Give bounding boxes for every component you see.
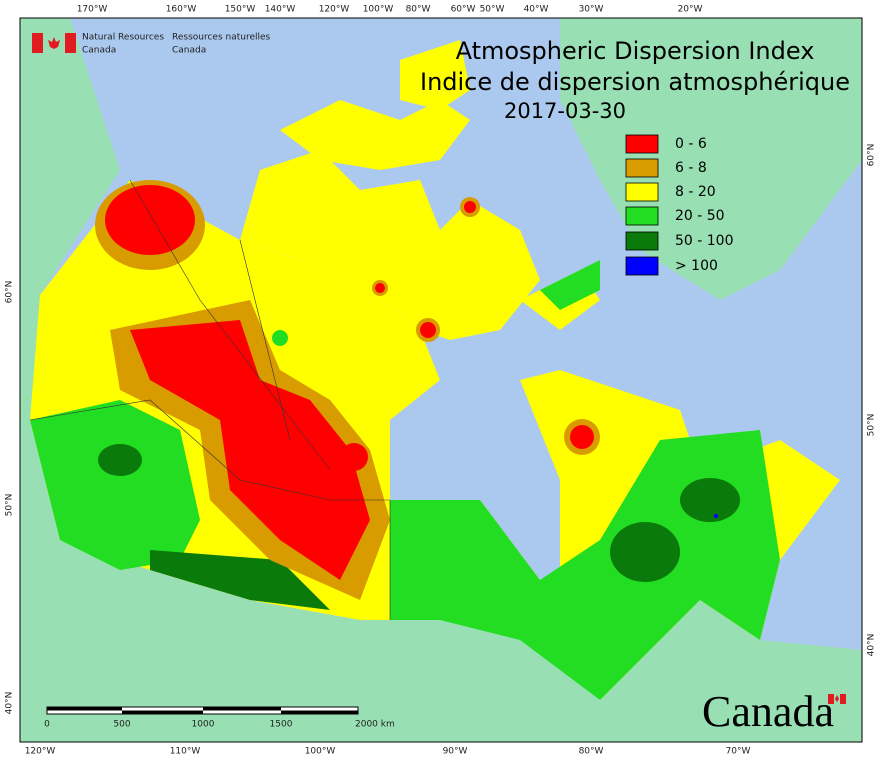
scale-label: 500 bbox=[113, 720, 130, 730]
legend-label: > 100 bbox=[675, 258, 718, 274]
legend-label: 0 - 6 bbox=[675, 136, 707, 152]
bottom-graticule-label: 80°W bbox=[579, 747, 604, 757]
title: Atmospheric Dispersion Index bbox=[456, 37, 815, 65]
legend-label: 6 - 8 bbox=[675, 160, 707, 176]
title: Indice de dispersion atmosphérique bbox=[420, 68, 850, 96]
top-graticule-label: 170°W bbox=[77, 5, 108, 15]
bottom-graticule-label: 70°W bbox=[726, 747, 751, 757]
right-graticule-label: 60°N bbox=[867, 144, 877, 167]
legend-swatch bbox=[625, 206, 659, 226]
nrcan-logo bbox=[32, 33, 76, 53]
top-graticule-label: 40°W bbox=[524, 5, 549, 15]
scale-label: 1500 bbox=[270, 720, 293, 730]
legend-label: 8 - 20 bbox=[675, 184, 716, 200]
agency-en: Natural Resources bbox=[82, 33, 164, 43]
legend-swatch bbox=[625, 134, 659, 154]
right-graticule-label: 40°N bbox=[867, 634, 877, 657]
top-graticule-label: 100°W bbox=[363, 5, 394, 15]
scale-bar bbox=[46, 706, 359, 715]
scale-label: 1000 bbox=[192, 720, 215, 730]
agency-fr: Ressources naturelles bbox=[172, 33, 271, 43]
legend-swatch bbox=[625, 158, 659, 178]
wordmark-flag bbox=[828, 694, 846, 704]
legend-swatch bbox=[625, 256, 659, 276]
wordmark: Canada bbox=[702, 687, 834, 736]
agency-en: Canada bbox=[82, 46, 116, 56]
top-graticule-label: 30°W bbox=[579, 5, 604, 15]
left-graticule-label: 40°N bbox=[5, 692, 15, 715]
bottom-graticule-label: 120°W bbox=[25, 747, 56, 757]
scale-label: 0 bbox=[44, 720, 50, 730]
bottom-graticule-label: 110°W bbox=[170, 747, 201, 757]
legend-label: 20 - 50 bbox=[675, 208, 725, 224]
agency-fr: Canada bbox=[172, 46, 206, 56]
land bbox=[20, 18, 862, 742]
top-graticule-label: 20°W bbox=[678, 5, 703, 15]
top-graticule-label: 50°W bbox=[480, 5, 505, 15]
bottom-graticule-label: 90°W bbox=[443, 747, 468, 757]
map-frame bbox=[19, 17, 863, 743]
labels: Natural Resources Ressources naturelles Ca… bbox=[5, 5, 877, 757]
top-graticule-label: 150°W bbox=[225, 5, 256, 15]
bottom-graticule-label: 100°W bbox=[305, 747, 336, 757]
left-graticule-label: 50°N bbox=[5, 494, 15, 517]
legend-swatch bbox=[625, 231, 659, 251]
scale-label: 2000 km bbox=[355, 720, 395, 730]
right-graticule-label: 50°N bbox=[867, 414, 877, 437]
top-graticule-label: 140°W bbox=[265, 5, 296, 15]
legend-swatch bbox=[625, 182, 659, 202]
top-graticule-label: 160°W bbox=[166, 5, 197, 15]
top-graticule-label: 60°W bbox=[451, 5, 476, 15]
top-graticule-label: 80°W bbox=[406, 5, 431, 15]
date: 2017-03-30 bbox=[504, 99, 626, 123]
top-graticule-label: 120°W bbox=[319, 5, 350, 15]
left-graticule-label: 60°N bbox=[5, 281, 15, 304]
legend-label: 50 - 100 bbox=[675, 233, 734, 249]
